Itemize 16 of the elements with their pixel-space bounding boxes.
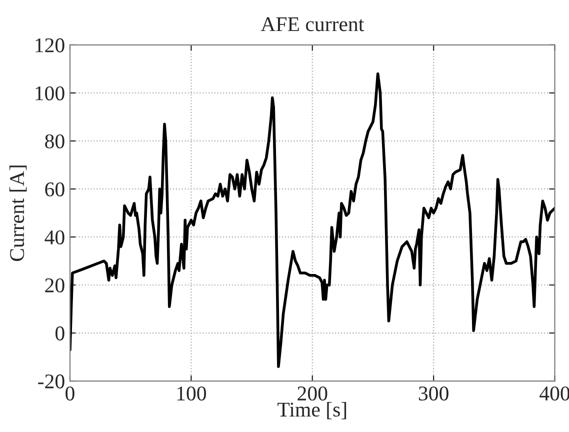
x-tick-label: 100: [177, 386, 206, 401]
y-tick-label: 40: [44, 230, 64, 244]
y-tick-label: 60: [45, 182, 64, 196]
x-tick-label: 0: [66, 386, 74, 401]
y-tick-label: 120: [36, 38, 64, 52]
y-tick-label: 20: [45, 278, 64, 292]
y-tick-label: -20: [38, 374, 64, 388]
y-tick-label: 100: [36, 86, 64, 100]
x-tick-label: 300: [418, 386, 448, 401]
line-series: [70, 72, 555, 368]
x-axis-title: Time [s]: [278, 402, 346, 420]
y-tick-label: 80: [45, 134, 64, 148]
y-axis-title: Current [A]: [9, 166, 27, 262]
chart-title: AFE current: [260, 17, 364, 32]
y-tick-label: 0: [56, 326, 64, 340]
x-tick-label: 200: [298, 386, 328, 401]
